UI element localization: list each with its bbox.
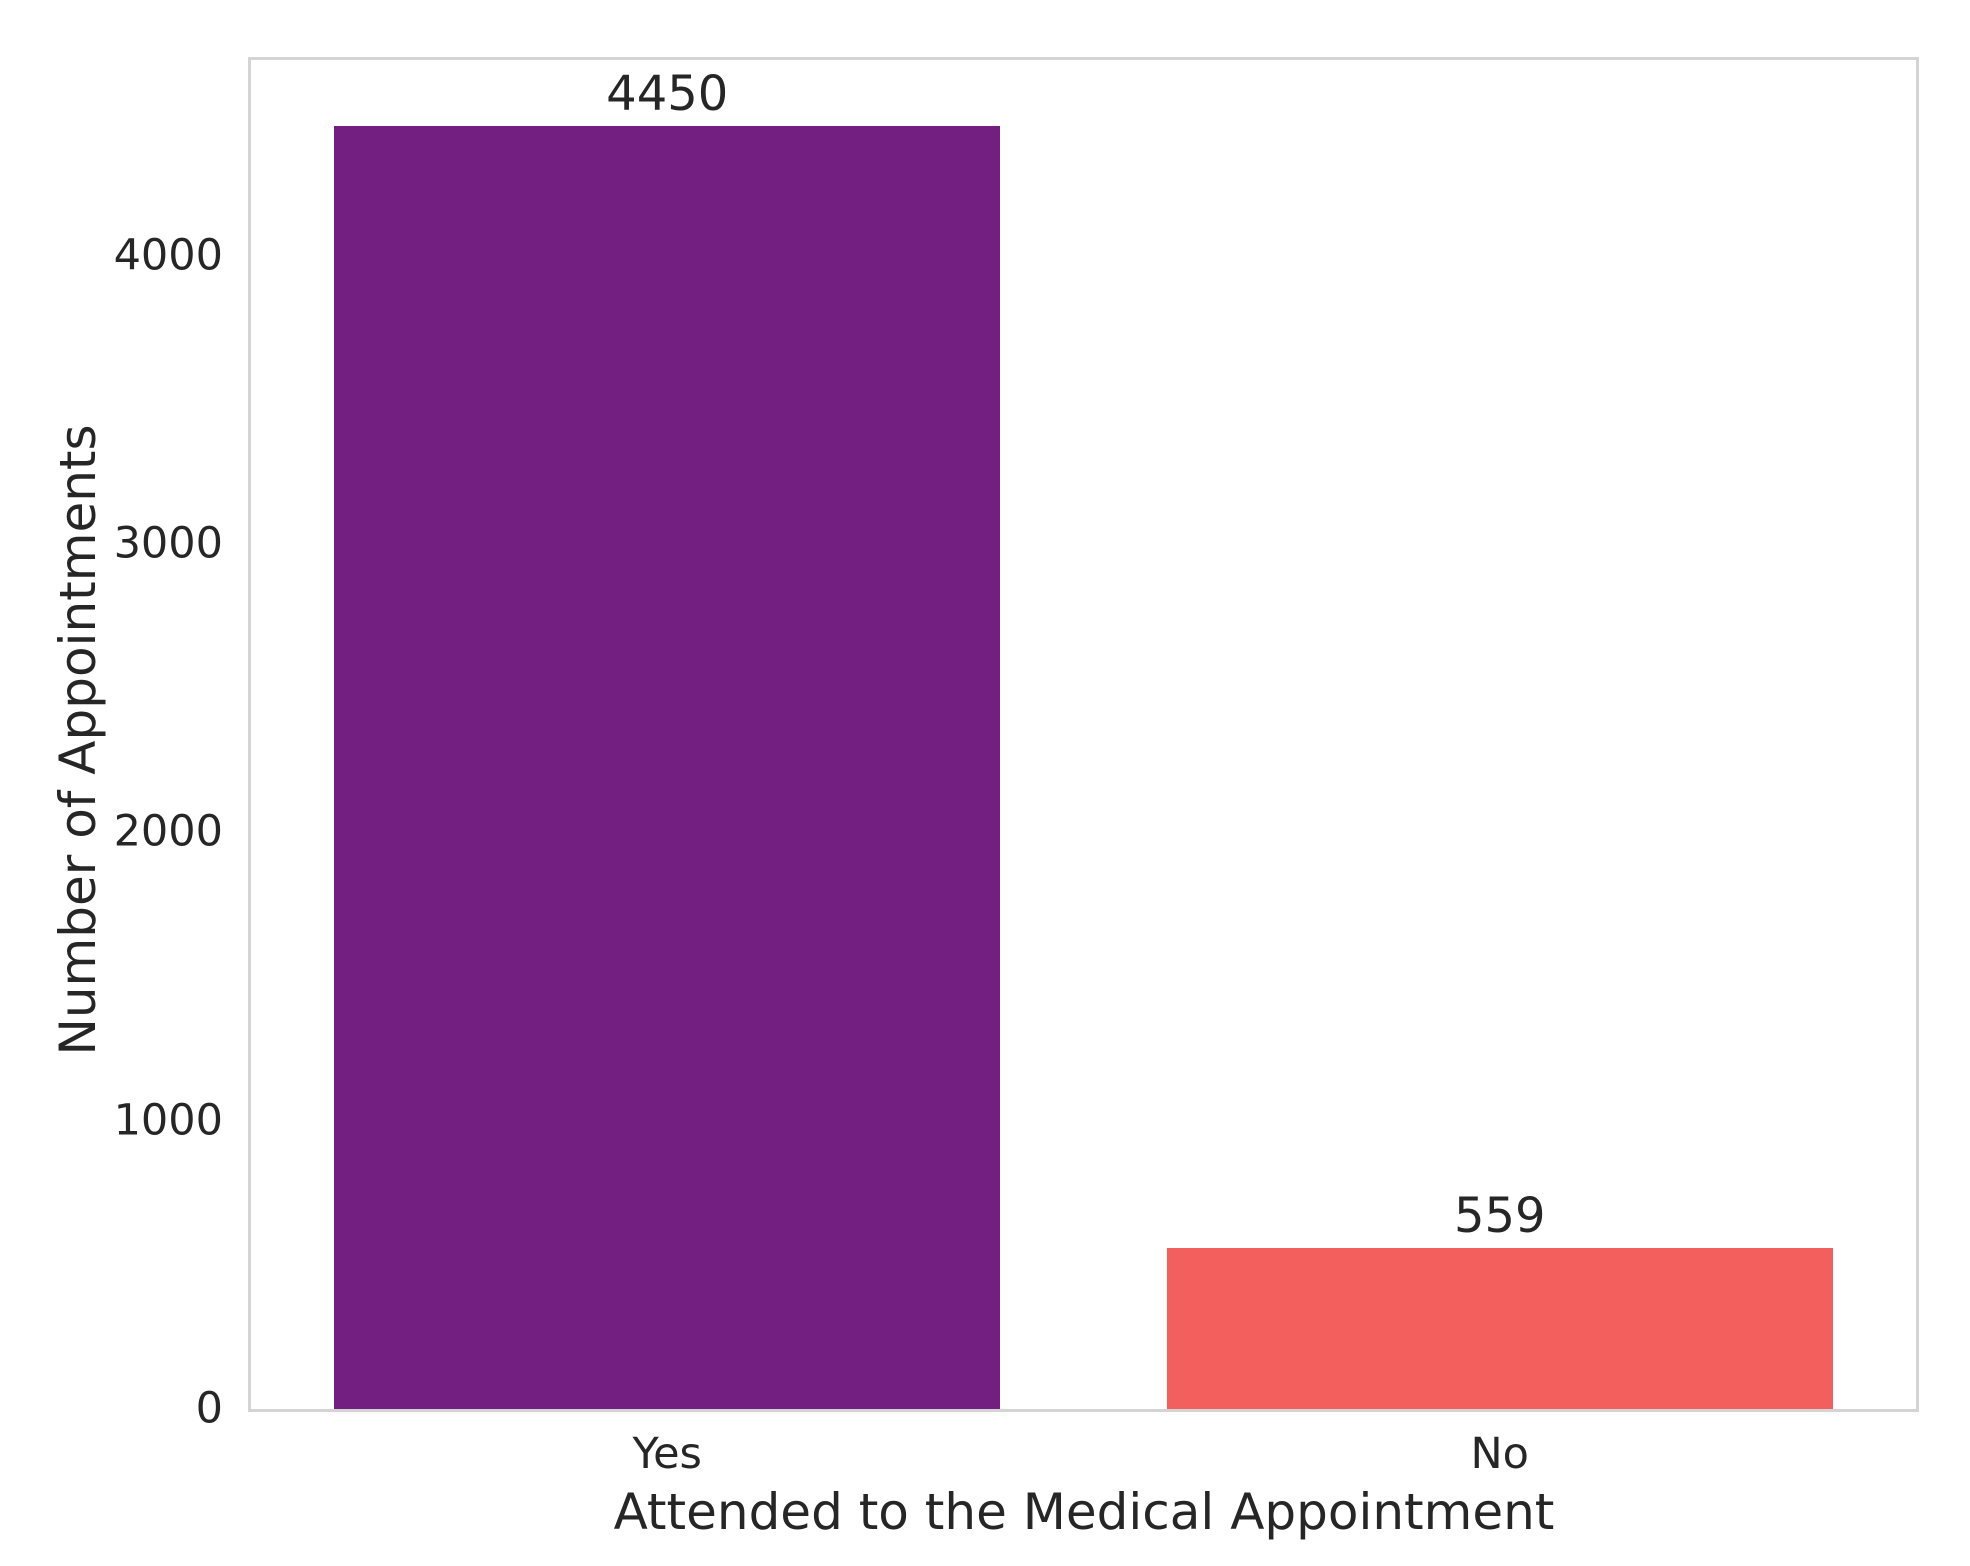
y-tick-label-3000: 3000 (113, 518, 223, 569)
plot-area (248, 57, 1919, 1412)
y-tick-label-0: 0 (195, 1383, 223, 1434)
y-tick-label-1000: 1000 (113, 1095, 223, 1146)
bar-value-label-yes: 4450 (606, 65, 729, 122)
x-tick-label-yes: Yes (632, 1429, 702, 1479)
bar-yes (334, 125, 1001, 1409)
y-tick-label-2000: 2000 (113, 806, 223, 857)
y-axis-label: Number of Appointments (49, 424, 107, 1056)
bar-value-label-no: 559 (1453, 1187, 1546, 1244)
x-tick-label-no: No (1470, 1429, 1529, 1479)
y-tick-label-4000: 4000 (113, 230, 223, 280)
x-axis-label: Attended to the Medical Appointment (613, 1483, 1555, 1541)
bar-no (1166, 1247, 1833, 1409)
